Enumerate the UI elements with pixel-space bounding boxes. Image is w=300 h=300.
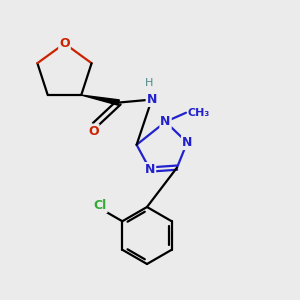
Text: Cl: Cl — [93, 199, 107, 212]
Text: N: N — [145, 163, 155, 176]
Text: O: O — [88, 124, 99, 138]
Text: O: O — [59, 37, 70, 50]
Text: CH₃: CH₃ — [188, 108, 210, 118]
Text: N: N — [182, 136, 192, 149]
Text: N: N — [147, 93, 157, 106]
Text: N: N — [160, 115, 171, 128]
Text: H: H — [145, 78, 153, 88]
Polygon shape — [81, 95, 119, 105]
